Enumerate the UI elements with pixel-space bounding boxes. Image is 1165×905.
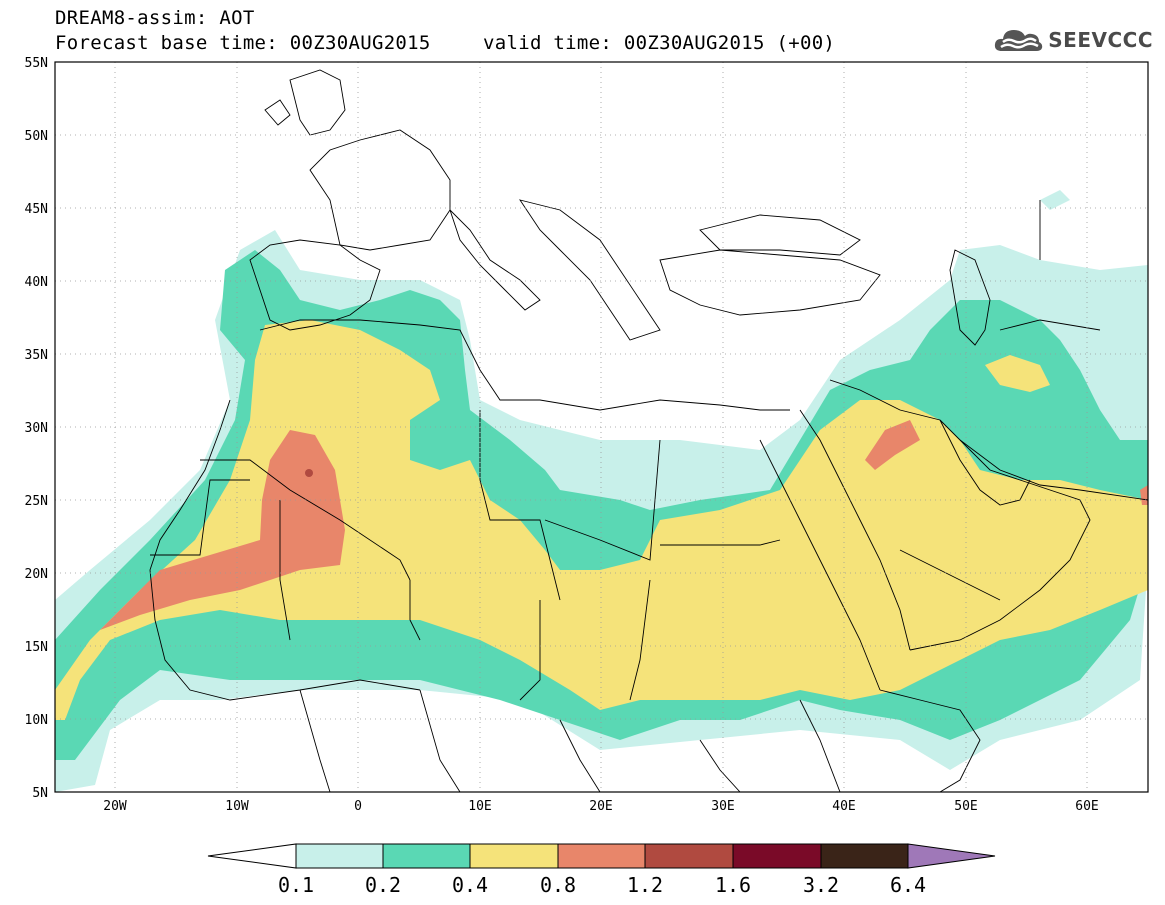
lat-label: 40N: [25, 275, 48, 290]
colorbar-swatch: [557, 843, 646, 869]
lon-label: 10W: [225, 799, 249, 814]
logo-text: SEEVCCC: [1048, 28, 1153, 52]
lat-label: 10N: [25, 713, 48, 728]
lat-label: 5N: [32, 786, 48, 801]
colorbar-label: 1.2: [627, 873, 663, 897]
lon-label: 30E: [711, 799, 734, 814]
seevccc-logo: SEEVCCC: [992, 22, 1153, 58]
colorbar-swatch: [469, 843, 559, 869]
lat-label: 30N: [25, 421, 48, 436]
lat-label: 15N: [25, 640, 48, 655]
colorbar-swatch: [820, 843, 909, 869]
colorbar-high-arrow: [907, 843, 996, 869]
lat-label: 20N: [25, 567, 48, 582]
colorbar-low-arrow: [207, 843, 297, 869]
colorbar-swatch: [732, 843, 822, 869]
lat-label: 35N: [25, 348, 48, 363]
colorbar-label: 0.8: [540, 873, 576, 897]
colorbar-labels: 0.1 0.2 0.4 0.8 1.2 1.6 3.2 6.4: [278, 873, 926, 897]
colorbar-swatch: [644, 843, 734, 869]
aot-field: [55, 190, 1148, 792]
aot-level-0.8: [100, 420, 1148, 630]
coastlines-and-borders: [149, 69, 1148, 792]
lat-label: 45N: [25, 202, 48, 217]
lat-label: 25N: [25, 494, 48, 509]
lon-label: 0: [354, 799, 362, 814]
colorbar-label: 3.2: [803, 873, 839, 897]
aot-level-0.4: [55, 320, 1148, 720]
lat-label: 55N: [25, 56, 48, 71]
colorbar-label: 1.6: [715, 873, 751, 897]
lon-label: 50E: [954, 799, 977, 814]
lon-label: 20W: [103, 799, 127, 814]
lon-label: 60E: [1075, 799, 1098, 814]
forecast-base-time: Forecast base time: 00Z30AUG2015: [55, 32, 431, 54]
colorbar-swatches: [207, 843, 996, 869]
lon-label: 10E: [468, 799, 491, 814]
map-frame: [54, 61, 1149, 793]
longitude-labels: 20W 10W 0 10E 20E 30E 40E 50E 60E: [103, 799, 1098, 814]
latitude-labels: 55N 50N 45N 40N 35N 30N 25N 20N 15N 10N …: [25, 56, 48, 801]
colorbar-label: 0.1: [278, 873, 314, 897]
lon-label: 40E: [832, 799, 855, 814]
aot-level-1.2: [305, 469, 313, 477]
valid-time: valid time: 00Z30AUG2015 (+00): [483, 32, 836, 54]
colorbar-label: 6.4: [890, 873, 926, 897]
gridlines: [55, 62, 1148, 792]
colorbar-label: 0.4: [452, 873, 488, 897]
cloud-icon: [995, 30, 1043, 51]
chart-title: DREAM8-assim: AOT: [55, 7, 255, 29]
colorbar-swatch: [295, 843, 384, 869]
colorbar-label: 0.2: [365, 873, 401, 897]
lon-label: 20E: [589, 799, 612, 814]
colorbar-swatch: [382, 843, 471, 869]
lat-label: 50N: [25, 129, 48, 144]
